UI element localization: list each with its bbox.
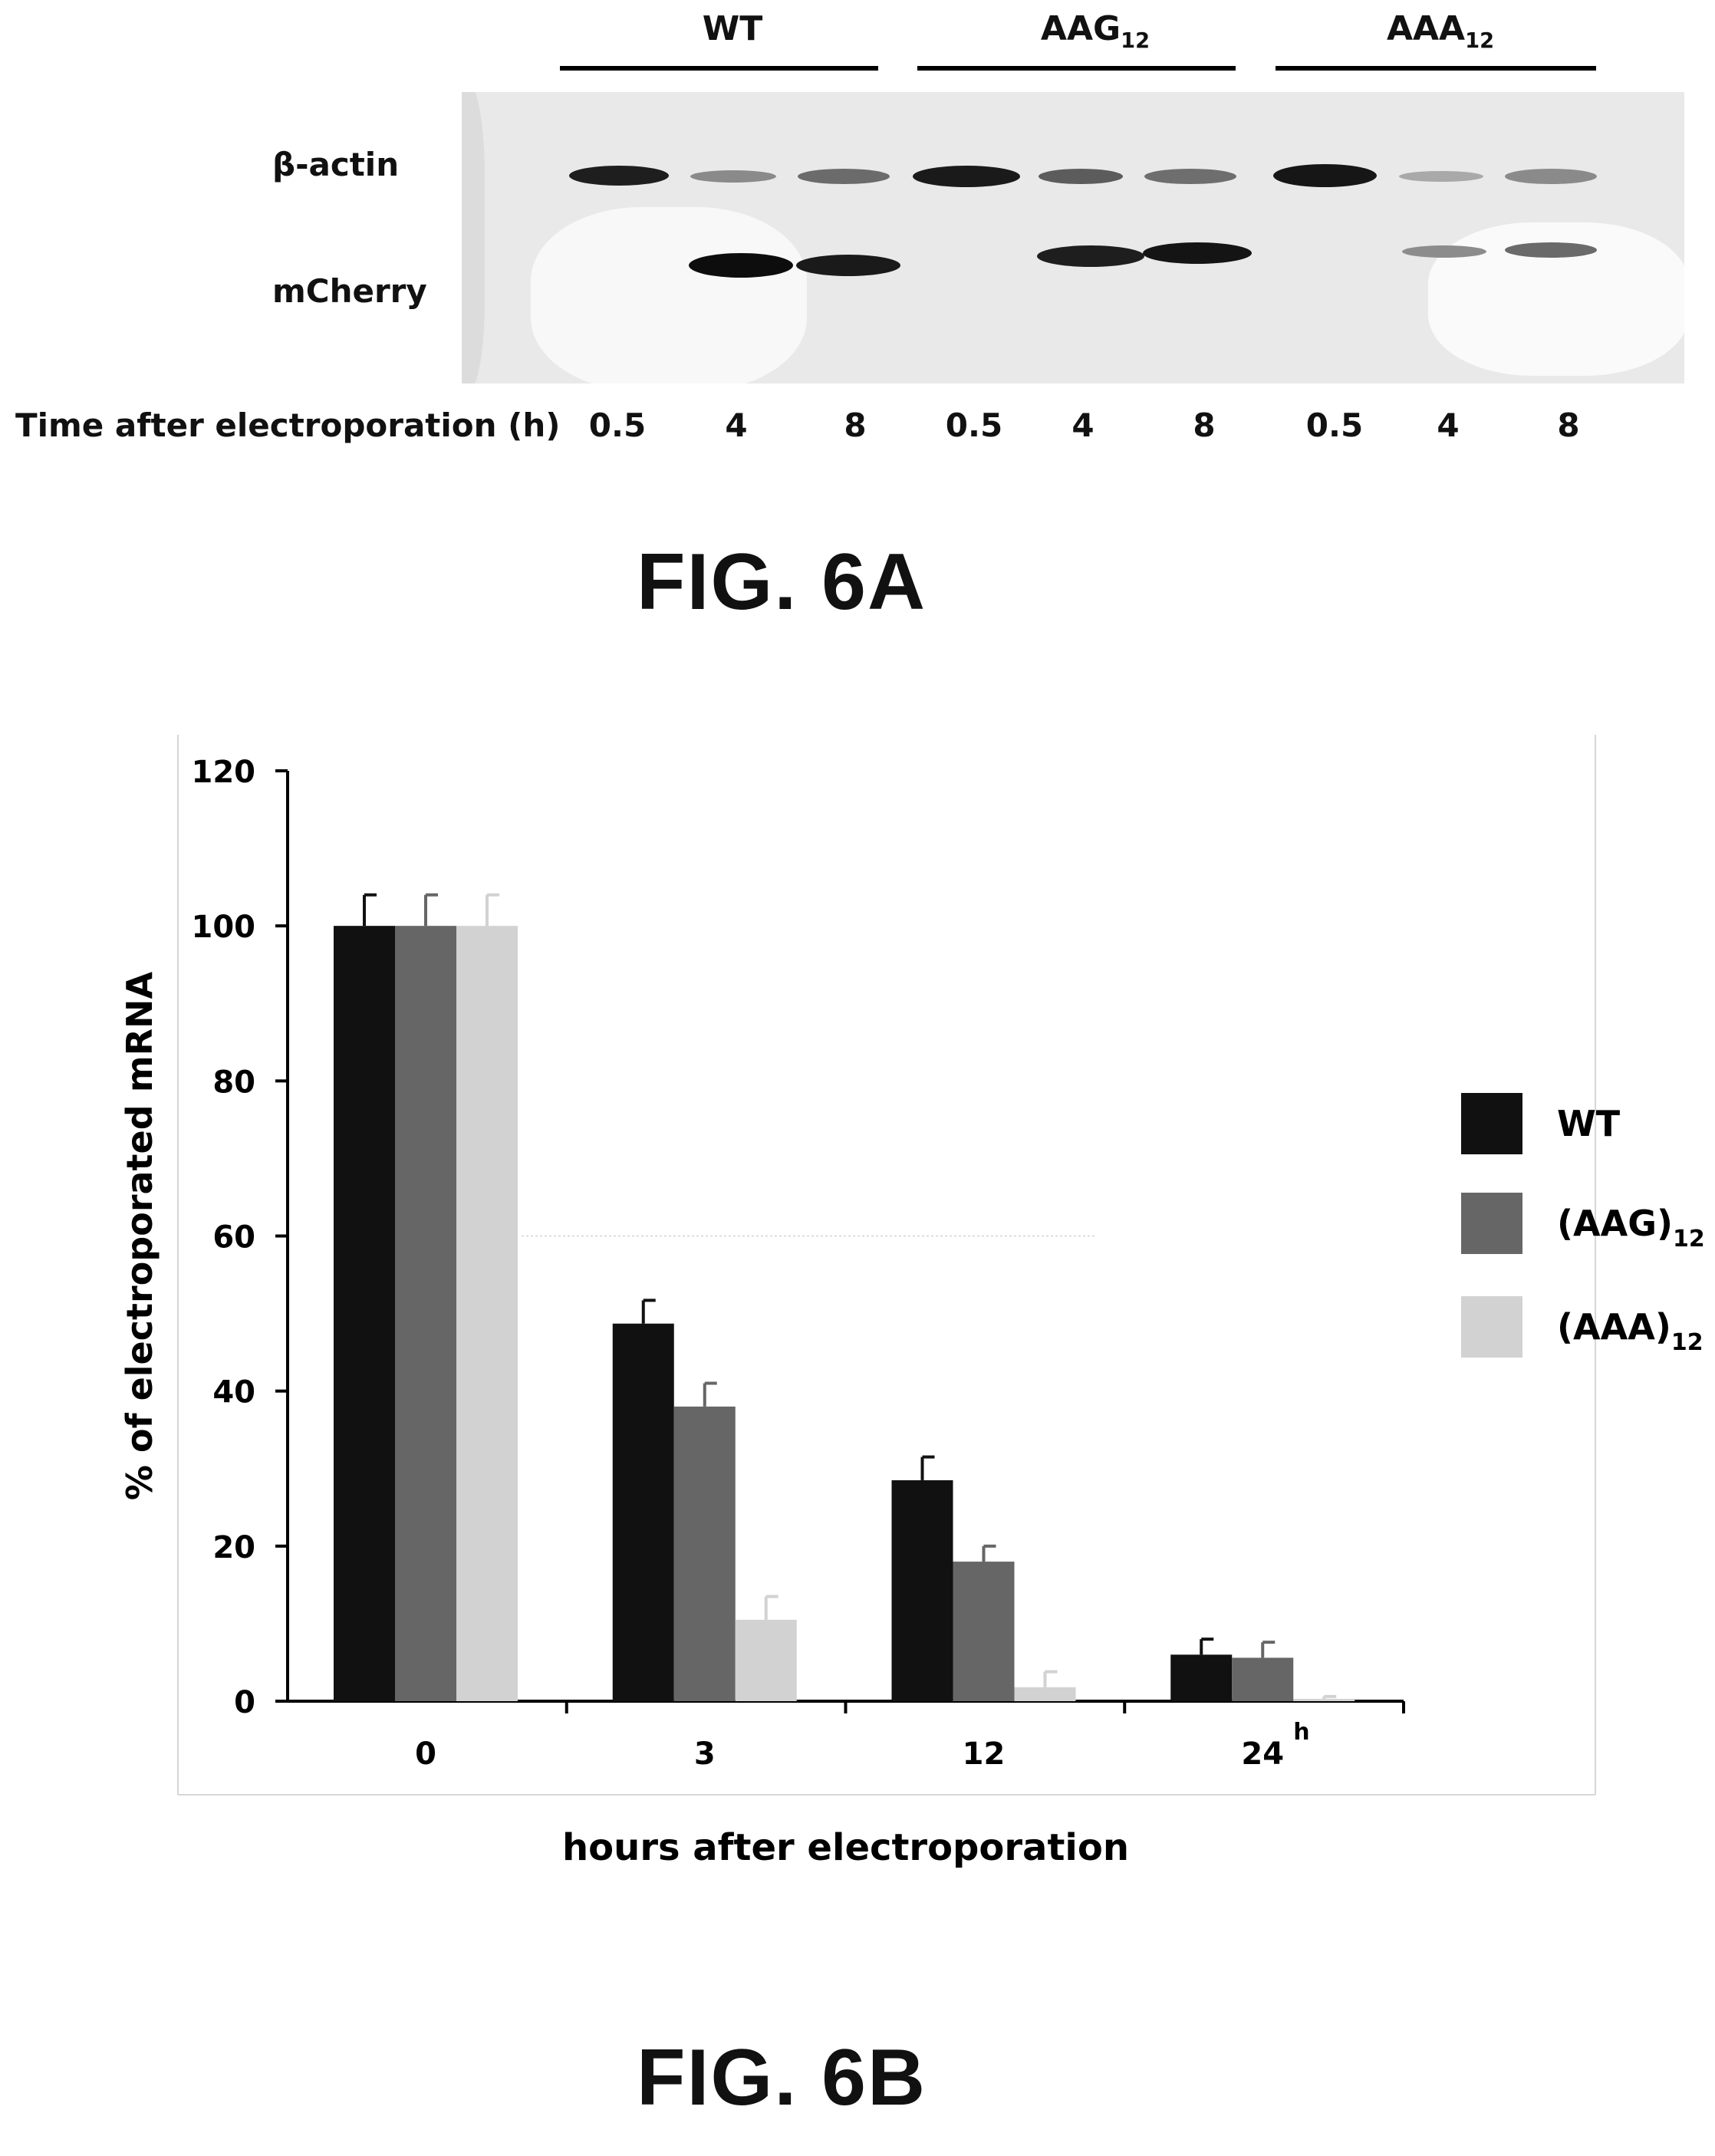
blot-band-actin-8 <box>1399 171 1483 182</box>
bar <box>334 926 395 1701</box>
legend-label: (AAG)12 <box>1557 1203 1705 1252</box>
y-tick-label: 80 <box>212 1065 255 1100</box>
blot-band-actin-2 <box>690 170 776 183</box>
x-axis-title: hours after electroporation <box>562 1826 1129 1869</box>
bar <box>891 1480 953 1701</box>
x-tick-label: 24 <box>1241 1736 1284 1772</box>
group-line-aag <box>917 66 1236 71</box>
time-label: 8 <box>844 407 867 444</box>
x-tick-label: 0 <box>415 1736 436 1772</box>
group-label-wt: WT <box>702 9 763 48</box>
blot-band-mcherry-5 <box>1037 245 1144 267</box>
blot-band-actin-6 <box>1144 169 1236 184</box>
time-label: 8 <box>1557 407 1580 444</box>
blot-band-actin-3 <box>798 169 890 184</box>
legend-swatch <box>1461 1296 1522 1358</box>
bar <box>395 926 456 1701</box>
row-label-mcherry: mCherry <box>272 272 427 310</box>
time-row-label: Time after electroporation (h) <box>15 407 561 444</box>
legend-label: WT <box>1557 1103 1621 1144</box>
y-tick-label: 60 <box>212 1220 255 1256</box>
group-label-aaa: AAA12 <box>1386 9 1495 53</box>
blot-band-actin-7 <box>1273 164 1377 187</box>
time-label: 0.5 <box>945 407 1003 444</box>
time-label: 0.5 <box>588 407 647 444</box>
blot-band-actin-1 <box>569 166 669 186</box>
bar <box>1232 1657 1294 1701</box>
y-tick-label: 120 <box>192 755 256 790</box>
time-label: 4 <box>1071 407 1095 444</box>
legend-swatch <box>1461 1193 1522 1254</box>
time-label: 8 <box>1193 407 1216 444</box>
blot-band-actin-5 <box>1039 169 1123 184</box>
y-axis-title: % of electroporated mRNA <box>119 971 160 1500</box>
x-tick-label: 3 <box>694 1736 716 1772</box>
y-tick-label: 20 <box>212 1530 255 1565</box>
group-line-aaa <box>1276 66 1596 71</box>
y-tick-label: 0 <box>234 1685 255 1720</box>
blot-band-actin-4 <box>913 166 1020 187</box>
bar <box>953 1562 1015 1701</box>
time-label: 0.5 <box>1305 407 1364 444</box>
bar <box>1170 1654 1233 1701</box>
time-label: 4 <box>1437 407 1460 444</box>
bar <box>1293 1698 1355 1701</box>
figure-title-6a: FIG. 6A <box>637 538 927 627</box>
blot-band-mcherry-6 <box>1143 242 1252 264</box>
bar <box>673 1406 736 1701</box>
bar <box>456 926 518 1701</box>
blot-band-mcherry-9 <box>1505 242 1597 258</box>
group-label-aag: AAG12 <box>1040 9 1150 53</box>
legend-swatch <box>1461 1093 1522 1154</box>
legend-label: (AAA)12 <box>1557 1306 1703 1356</box>
y-tick-label: 40 <box>212 1375 255 1410</box>
blot-band-mcherry-2 <box>689 253 793 278</box>
row-label-beta-actin: β-actin <box>272 146 400 183</box>
x-tick-label: 12 <box>963 1736 1006 1772</box>
bar <box>612 1323 674 1701</box>
western-blot-image <box>462 92 1684 383</box>
group-line-wt <box>560 66 878 71</box>
blot-band-actin-9 <box>1505 169 1597 184</box>
blot-band-mcherry-3 <box>796 255 900 276</box>
x-tick-label-unit: h <box>1293 1719 1309 1746</box>
blot-band-mcherry-8 <box>1402 245 1486 258</box>
bar <box>735 1619 797 1701</box>
time-label: 4 <box>725 407 748 444</box>
figure-title-6b: FIG. 6B <box>637 2033 927 2122</box>
bar <box>1014 1687 1076 1701</box>
y-tick-label: 100 <box>192 910 256 945</box>
